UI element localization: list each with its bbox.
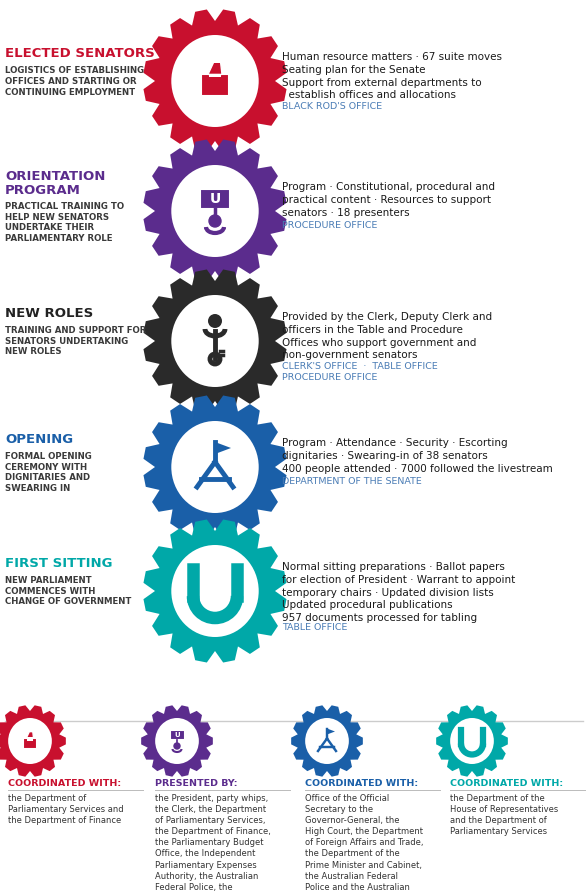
Polygon shape (215, 443, 231, 454)
Polygon shape (436, 705, 508, 777)
Polygon shape (143, 140, 286, 283)
Text: COORDINATED WITH:: COORDINATED WITH: (450, 778, 563, 787)
Text: U: U (209, 192, 220, 206)
Polygon shape (143, 520, 286, 662)
FancyBboxPatch shape (200, 190, 230, 210)
Ellipse shape (171, 36, 259, 128)
Ellipse shape (8, 718, 52, 764)
Text: Normal sitting preparations · Ballot papers
for election of President · Warrant : Normal sitting preparations · Ballot pap… (282, 561, 515, 622)
Circle shape (174, 743, 180, 749)
Text: TABLE OFFICE: TABLE OFFICE (282, 622, 348, 631)
Polygon shape (26, 732, 34, 738)
Polygon shape (141, 705, 213, 777)
Text: the Department of
Parliamentary Services and
the Department of Finance: the Department of Parliamentary Services… (8, 793, 123, 824)
Polygon shape (0, 705, 66, 777)
Text: Program · Constitutional, procedural and
practical content · Resources to suppor: Program · Constitutional, procedural and… (282, 181, 495, 217)
Text: NEW ROLES: NEW ROLES (5, 307, 93, 320)
Text: PRESENTED BY:: PRESENTED BY: (155, 778, 238, 787)
Text: BLACK ROD'S OFFICE: BLACK ROD'S OFFICE (282, 102, 382, 111)
FancyBboxPatch shape (209, 75, 221, 79)
Text: ELECTED SENATORS: ELECTED SENATORS (5, 47, 155, 60)
Ellipse shape (171, 296, 259, 388)
Text: the Department of the
House of Representatives
and the Department of
Parliamenta: the Department of the House of Represent… (450, 793, 558, 835)
Polygon shape (143, 396, 286, 539)
Text: Program · Attendance · Security · Escorting
dignitaries · Swearing-in of 38 sena: Program · Attendance · Security · Escort… (282, 437, 553, 473)
Text: PROCEDURE OFFICE: PROCEDURE OFFICE (282, 221, 377, 230)
Text: COORDINATED WITH:: COORDINATED WITH: (305, 778, 418, 787)
Polygon shape (143, 270, 286, 413)
Text: Human resource matters · 67 suite moves
Seating plan for the Senate
Support from: Human resource matters · 67 suite moves … (282, 52, 502, 100)
Text: NEW PARLIAMENT
COMMENCES WITH
CHANGE OF GOVERNMENT: NEW PARLIAMENT COMMENCES WITH CHANGE OF … (5, 576, 131, 606)
FancyBboxPatch shape (201, 75, 229, 97)
Text: the President, party whips,
the Clerk, the Department
of Parliamentary Services,: the President, party whips, the Clerk, t… (155, 793, 271, 894)
Text: TRAINING AND SUPPORT FOR
SENATORS UNDERTAKING
NEW ROLES: TRAINING AND SUPPORT FOR SENATORS UNDERT… (5, 325, 146, 356)
FancyBboxPatch shape (27, 738, 33, 741)
Text: Office of the Official
Secretary to the
Governor-General, the
High Court, the De: Office of the Official Secretary to the … (305, 793, 423, 894)
Text: FORMAL OPENING
CEREMONY WITH
DIGNITARIES AND
SWEARING IN: FORMAL OPENING CEREMONY WITH DIGNITARIES… (5, 451, 92, 493)
Circle shape (209, 215, 221, 228)
FancyBboxPatch shape (23, 738, 37, 749)
Ellipse shape (155, 718, 199, 764)
Ellipse shape (171, 545, 259, 637)
Polygon shape (327, 729, 335, 735)
Text: Provided by the Clerk, Deputy Clerk and
officers in the Table and Procedure
Offi: Provided by the Clerk, Deputy Clerk and … (282, 312, 492, 360)
Text: ORIENTATION
PROGRAM: ORIENTATION PROGRAM (5, 170, 105, 197)
Text: LOGISTICS OF ESTABLISHING
OFFICES AND STARTING OR
CONTINUING EMPLOYMENT: LOGISTICS OF ESTABLISHING OFFICES AND ST… (5, 66, 144, 97)
Text: OPENING: OPENING (5, 433, 73, 445)
Text: FIRST SITTING: FIRST SITTING (5, 556, 112, 569)
Polygon shape (143, 11, 286, 154)
Ellipse shape (171, 165, 259, 257)
Polygon shape (208, 63, 222, 75)
Text: COORDINATED WITH:: COORDINATED WITH: (8, 778, 121, 787)
Text: DEPARTMENT OF THE SENATE: DEPARTMENT OF THE SENATE (282, 477, 422, 485)
Circle shape (208, 315, 222, 329)
Text: U: U (174, 731, 180, 738)
FancyBboxPatch shape (169, 730, 185, 740)
Text: CLERK'S OFFICE  ·  TABLE OFFICE
PROCEDURE OFFICE: CLERK'S OFFICE · TABLE OFFICE PROCEDURE … (282, 361, 437, 382)
Polygon shape (291, 705, 363, 777)
Ellipse shape (450, 718, 494, 764)
Text: PRACTICAL TRAINING TO
HELP NEW SENATORS
UNDERTAKE THEIR
PARLIAMENTARY ROLE: PRACTICAL TRAINING TO HELP NEW SENATORS … (5, 202, 124, 243)
Ellipse shape (305, 718, 349, 764)
Ellipse shape (171, 422, 259, 513)
